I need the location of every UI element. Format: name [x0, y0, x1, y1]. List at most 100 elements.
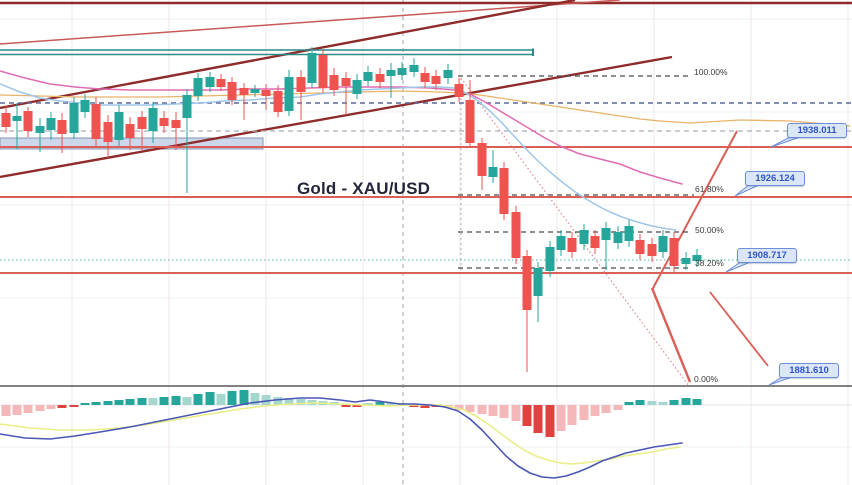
candle [273, 91, 283, 112]
candle [692, 255, 702, 261]
macd-histogram-bar [69, 405, 79, 407]
macd-histogram-bar [352, 405, 362, 407]
candle [69, 103, 79, 133]
candle [114, 112, 124, 140]
macd-histogram-bar [613, 405, 623, 410]
candle [601, 228, 611, 240]
macd-histogram-bar [341, 405, 351, 407]
candle [159, 118, 169, 126]
candle [681, 258, 691, 264]
macd-histogram-bar [590, 405, 600, 416]
candle [375, 74, 385, 82]
candle [205, 77, 215, 87]
macd-histogram-bar [296, 399, 306, 405]
macd-histogram-bar [601, 405, 611, 413]
candle [103, 122, 113, 142]
macd-histogram-bar [499, 405, 509, 418]
macd-histogram-bar [635, 400, 645, 405]
candle [171, 120, 181, 128]
candle [499, 168, 509, 214]
macd-histogram-bar [205, 392, 215, 405]
candle [148, 108, 158, 131]
macd-histogram-bar [46, 405, 56, 409]
macd-histogram-bar [227, 391, 237, 405]
macd-histogram-bar [488, 405, 498, 416]
candle [431, 76, 441, 84]
fib-level-label-0: 0.00% [694, 374, 719, 384]
macd-histogram-bar [375, 402, 385, 405]
price-tag-1908: 1908.717 [737, 248, 797, 263]
candle [91, 104, 101, 139]
candle [420, 73, 430, 82]
candle [533, 268, 543, 296]
macd-histogram-bar [216, 394, 226, 405]
candle [397, 68, 407, 75]
chart-title: Gold - XAU/USD [297, 179, 431, 198]
teal-resistance-band [0, 48, 534, 56]
macd-histogram-bar [261, 395, 271, 405]
candle [46, 118, 56, 130]
macd-histogram-bar [465, 405, 475, 412]
candle [261, 90, 271, 96]
macd-histogram-bar [182, 397, 192, 405]
candle [352, 80, 362, 94]
candle [443, 70, 453, 78]
price-tag-tails [725, 135, 804, 386]
candle [624, 226, 634, 241]
candle [329, 75, 339, 90]
candle [23, 111, 33, 131]
fib-level-label-50: 50.00% [695, 225, 724, 235]
candle [182, 95, 192, 118]
candle [579, 230, 589, 244]
candle [511, 212, 521, 258]
candle [12, 116, 22, 121]
macd-histogram-bar [511, 405, 521, 421]
macd-histogram-bar [103, 401, 113, 405]
candle [477, 143, 487, 176]
macd-histogram-bar [579, 405, 589, 420]
macd-histogram-bar [137, 398, 147, 405]
macd-histogram-bar [692, 399, 702, 405]
candle [239, 88, 249, 95]
macd-histogram-bar [409, 405, 419, 407]
price-tag-1938: 1938.011 [787, 123, 847, 138]
price-tag-1926: 1926.124 [745, 171, 805, 186]
macd-histogram-bar [80, 403, 90, 405]
candle [409, 65, 419, 72]
candle [488, 167, 498, 177]
fib-level-label-100: 100.00% [694, 67, 728, 77]
macd-histogram-bar [171, 396, 181, 405]
candle [386, 70, 396, 76]
candle [227, 82, 237, 100]
macd-histogram-bar [681, 398, 691, 405]
candle [647, 244, 657, 256]
macd-histogram-bar [533, 405, 543, 433]
macd-histogram-bar [647, 401, 657, 405]
macd-histogram-bar [114, 400, 124, 405]
trend-and-level-lines [0, 0, 852, 387]
macd-histogram-bar [91, 402, 101, 405]
macd-histogram-bar [477, 405, 487, 414]
macd-histogram-bar [522, 405, 532, 426]
macd-histogram-bar [35, 405, 45, 411]
macd-histogram-bar [239, 390, 249, 405]
macd-histogram-bar [454, 405, 464, 410]
candle [590, 236, 600, 248]
candle [522, 256, 532, 310]
macd-histogram-bar [12, 405, 22, 415]
candle [57, 120, 67, 134]
candle [307, 53, 317, 83]
candle [125, 124, 135, 138]
macd-histogram-bar [125, 399, 135, 405]
candle [556, 236, 566, 250]
candle [216, 79, 226, 87]
macd-histogram-bar [420, 405, 430, 408]
candle [635, 240, 645, 254]
fib-level-label-38-2: 38.20% [695, 258, 724, 268]
macd-histogram-bar [148, 398, 158, 405]
macd-histogram-bar [284, 398, 294, 405]
price-tag-1881: 1881.610 [779, 363, 839, 378]
